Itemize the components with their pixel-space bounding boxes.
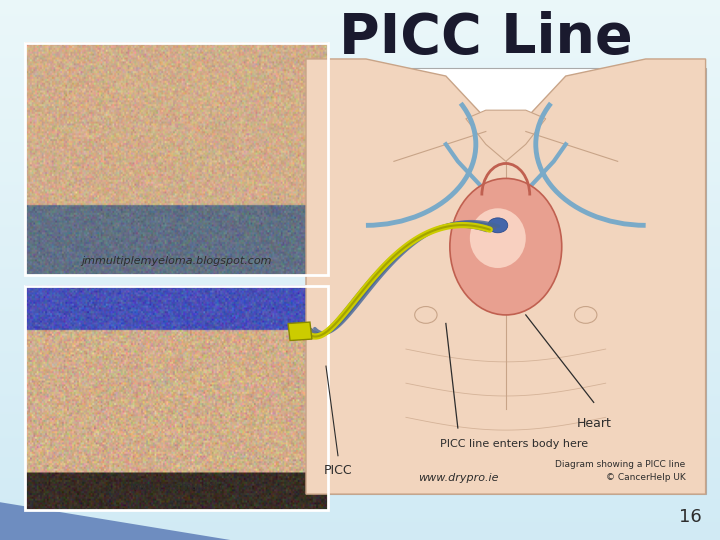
Polygon shape xyxy=(306,59,706,494)
Text: PICC line enters body here: PICC line enters body here xyxy=(440,438,588,449)
Text: jmmultiplemyeloma.blogspot.com: jmmultiplemyeloma.blogspot.com xyxy=(81,255,271,266)
Text: www.drypro.ie: www.drypro.ie xyxy=(418,473,498,483)
Circle shape xyxy=(488,218,508,233)
Text: PICC: PICC xyxy=(324,464,352,477)
Bar xyxy=(288,322,312,341)
Text: © CancerHelp UK: © CancerHelp UK xyxy=(606,473,685,482)
Text: www.cs.cmu.edu: www.cs.cmu.edu xyxy=(130,482,223,492)
Ellipse shape xyxy=(450,178,562,315)
FancyBboxPatch shape xyxy=(306,68,706,494)
Polygon shape xyxy=(466,110,546,161)
Text: 16: 16 xyxy=(679,509,702,526)
Text: PICC Line: PICC Line xyxy=(339,11,633,65)
Polygon shape xyxy=(0,502,230,540)
Text: Heart: Heart xyxy=(576,417,611,430)
Text: Diagram showing a PICC line: Diagram showing a PICC line xyxy=(555,460,685,469)
Ellipse shape xyxy=(470,208,526,268)
